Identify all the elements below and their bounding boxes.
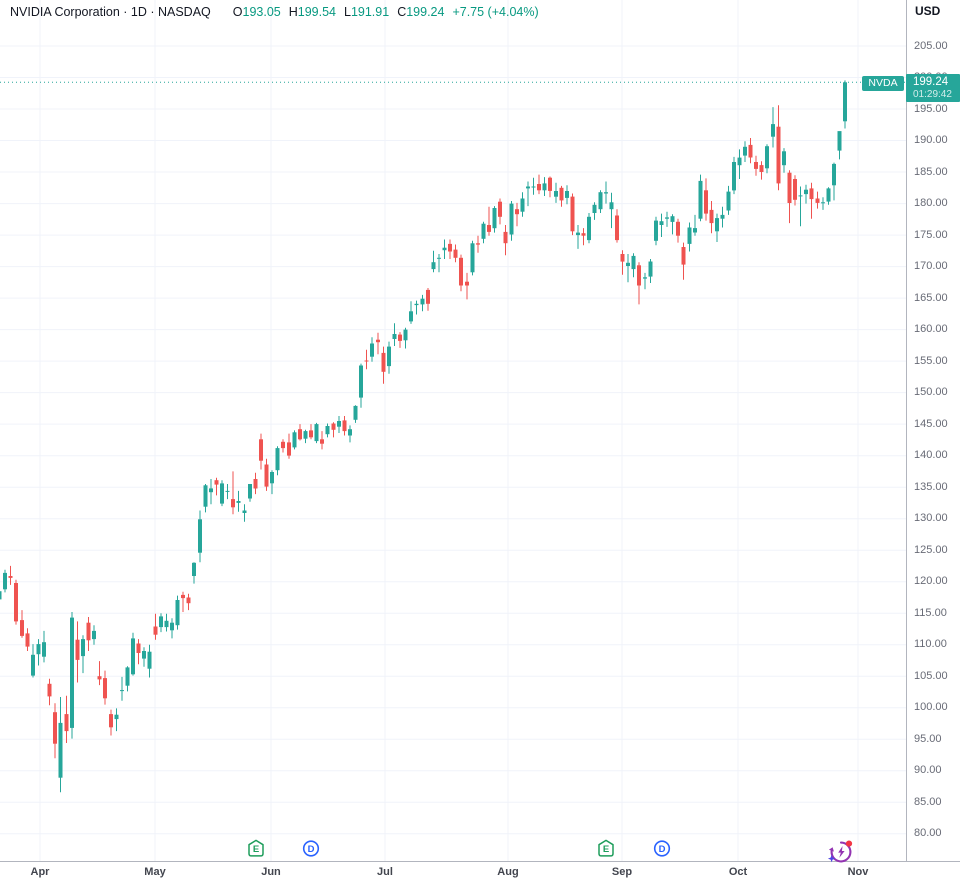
dividend-icon[interactable]: D xyxy=(302,839,320,858)
price-tick-label: 85.00 xyxy=(914,795,942,808)
price-tick-label: 95.00 xyxy=(914,732,942,745)
bar-countdown-timer: 01:29:42 xyxy=(913,89,952,101)
svg-text:E: E xyxy=(252,844,258,855)
svg-text:D: D xyxy=(308,844,315,855)
price-tick-label: 150.00 xyxy=(914,386,948,399)
time-axis-month-label: Apr xyxy=(30,866,50,878)
time-axis-month-label: Aug xyxy=(497,866,519,878)
price-tick-label: 90.00 xyxy=(914,764,942,777)
ai-refresh-icon[interactable] xyxy=(827,838,855,871)
time-axis-month-label: Jul xyxy=(377,866,393,878)
price-tick-label: 160.00 xyxy=(914,323,948,336)
time-axis[interactable]: Apr May Jun Jul Aug Sep Oct Nov xyxy=(0,861,960,883)
price-tick-label: 115.00 xyxy=(914,606,947,619)
time-axis-month-label: May xyxy=(144,866,166,878)
earnings-icon[interactable]: E xyxy=(247,839,265,858)
refresh-arrowhead xyxy=(828,847,834,852)
price-tick-label: 165.00 xyxy=(914,291,948,304)
current-price-label: 199.24 01:29:42 xyxy=(906,74,960,103)
time-axis-month-label: Nov xyxy=(847,866,869,878)
svg-text:D: D xyxy=(658,844,665,855)
price-tick-label: 195.00 xyxy=(914,102,948,115)
open-value: 193.05 xyxy=(242,5,281,19)
price-tick-label: 155.00 xyxy=(914,354,948,367)
price-tick-label: 185.00 xyxy=(914,165,948,178)
price-tick-label: 105.00 xyxy=(914,669,948,682)
price-tick-label: 130.00 xyxy=(914,512,948,525)
lightning-bolt-icon xyxy=(838,846,845,858)
close-label: C xyxy=(397,5,407,19)
candles-layer xyxy=(0,80,847,793)
price-tick-label: 205.00 xyxy=(914,39,948,52)
price-tick-label: 110.00 xyxy=(914,638,947,651)
price-tick-label: 180.00 xyxy=(914,197,948,210)
dividend-icon[interactable]: D xyxy=(653,839,671,858)
chart-legend[interactable]: NVIDIA Corporation · 1D · NASDAQ O193.05 H… xyxy=(10,5,539,19)
change-value: +7.75 (+4.04%) xyxy=(452,5,539,19)
price-axis[interactable]: USD 205.00200.00195.00190.00185.00180.00… xyxy=(906,0,960,861)
candlestick-chart-canvas[interactable] xyxy=(0,0,906,861)
price-tick-label: 170.00 xyxy=(914,260,948,273)
sparkle-icon xyxy=(827,854,836,863)
price-tick-label: 145.00 xyxy=(914,417,948,430)
close-value: 199.24 xyxy=(406,5,445,19)
low-label: L xyxy=(344,5,351,19)
alert-dot xyxy=(845,840,853,847)
price-tick-label: 125.00 xyxy=(914,543,948,556)
symbol-price-badge: NVDA xyxy=(862,76,904,92)
high-value: 199.54 xyxy=(297,5,336,19)
earnings-icon[interactable]: E xyxy=(597,839,615,858)
currency-label: USD xyxy=(915,4,941,18)
time-axis-month-label: Jun xyxy=(261,866,281,878)
symbol-title: NVIDIA Corporation · 1D · NASDAQ xyxy=(10,5,211,19)
time-axis-month-label: Sep xyxy=(611,866,633,878)
svg-text:E: E xyxy=(603,844,609,855)
price-tick-label: 120.00 xyxy=(914,575,948,588)
price-tick-label: 140.00 xyxy=(914,449,948,462)
price-tick-label: 175.00 xyxy=(914,228,948,241)
low-value: 191.91 xyxy=(350,5,390,19)
high-label: H xyxy=(288,5,298,19)
price-tick-label: 190.00 xyxy=(914,134,948,147)
open-label: O xyxy=(232,5,243,19)
price-tick-label: 80.00 xyxy=(914,827,942,840)
time-axis-month-label: Oct xyxy=(728,866,748,878)
price-tick-label: 100.00 xyxy=(914,701,948,714)
price-tick-label: 135.00 xyxy=(914,480,948,493)
current-price-value: 199.24 xyxy=(913,76,949,89)
